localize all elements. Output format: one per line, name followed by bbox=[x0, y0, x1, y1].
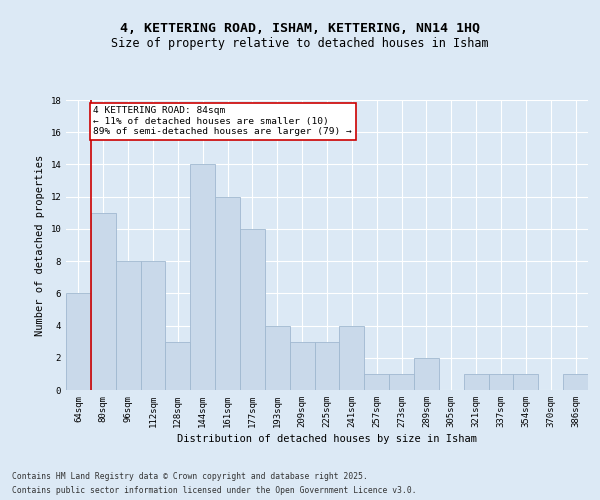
X-axis label: Distribution of detached houses by size in Isham: Distribution of detached houses by size … bbox=[177, 434, 477, 444]
Text: Contains HM Land Registry data © Crown copyright and database right 2025.: Contains HM Land Registry data © Crown c… bbox=[12, 472, 368, 481]
Bar bbox=[265, 326, 290, 390]
Bar bbox=[563, 374, 588, 390]
Text: Size of property relative to detached houses in Isham: Size of property relative to detached ho… bbox=[111, 38, 489, 51]
Bar bbox=[166, 342, 190, 390]
Bar bbox=[488, 374, 514, 390]
Bar bbox=[514, 374, 538, 390]
Bar bbox=[116, 261, 140, 390]
Bar bbox=[190, 164, 215, 390]
Bar bbox=[364, 374, 389, 390]
Bar bbox=[140, 261, 166, 390]
Bar bbox=[340, 326, 364, 390]
Bar bbox=[314, 342, 340, 390]
Bar bbox=[290, 342, 314, 390]
Bar bbox=[240, 229, 265, 390]
Bar bbox=[389, 374, 414, 390]
Bar bbox=[464, 374, 488, 390]
Text: 4, KETTERING ROAD, ISHAM, KETTERING, NN14 1HQ: 4, KETTERING ROAD, ISHAM, KETTERING, NN1… bbox=[120, 22, 480, 36]
Bar bbox=[66, 294, 91, 390]
Bar bbox=[414, 358, 439, 390]
Text: Contains public sector information licensed under the Open Government Licence v3: Contains public sector information licen… bbox=[12, 486, 416, 495]
Bar bbox=[215, 196, 240, 390]
Text: 4 KETTERING ROAD: 84sqm
← 11% of detached houses are smaller (10)
89% of semi-de: 4 KETTERING ROAD: 84sqm ← 11% of detache… bbox=[94, 106, 352, 136]
Y-axis label: Number of detached properties: Number of detached properties bbox=[35, 154, 45, 336]
Bar bbox=[91, 213, 116, 390]
